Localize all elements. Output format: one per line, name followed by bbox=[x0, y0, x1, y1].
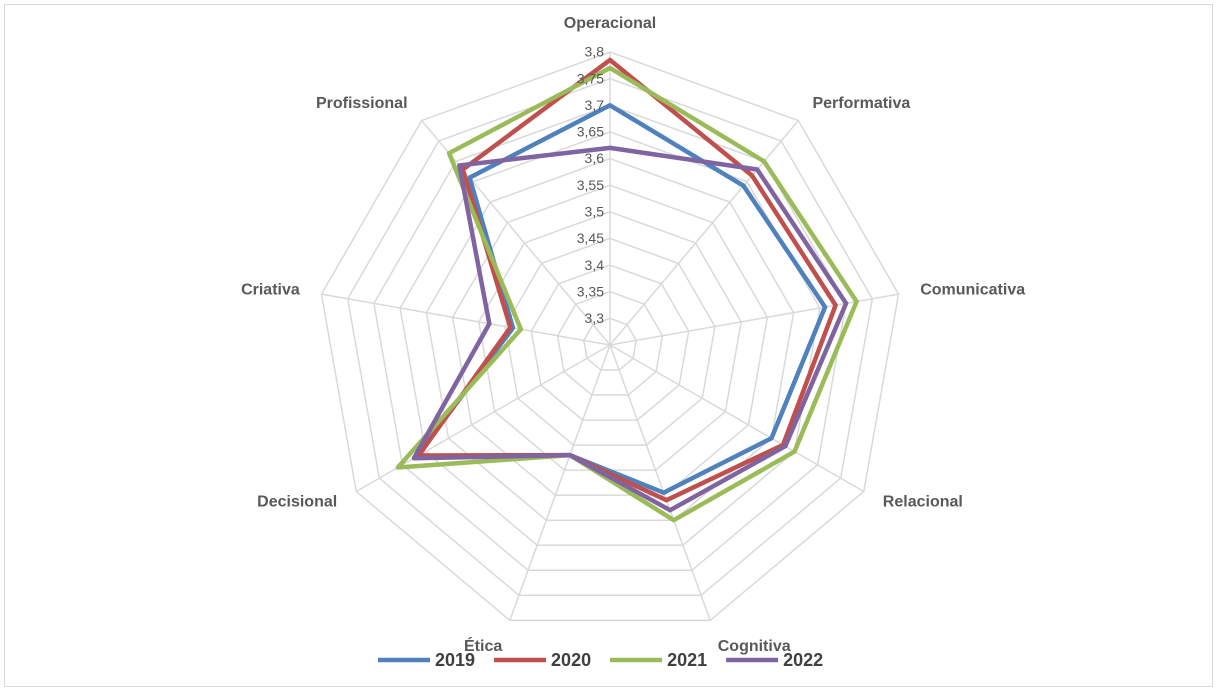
spoke bbox=[321, 293, 611, 346]
category-label: Cognitiva bbox=[718, 638, 791, 655]
spoke bbox=[609, 344, 865, 493]
tick-label: 3,75 bbox=[577, 70, 604, 86]
tick-label: 3,6 bbox=[585, 150, 605, 166]
tick-label: 3,8 bbox=[585, 44, 605, 60]
category-label: Profissional bbox=[316, 95, 408, 112]
category-label: Performativa bbox=[812, 95, 910, 112]
tick-label: 3,3 bbox=[585, 310, 605, 326]
spoke bbox=[509, 344, 611, 621]
legend-label: 2019 bbox=[435, 650, 475, 670]
series-line bbox=[411, 145, 849, 513]
legend-label: 2021 bbox=[667, 650, 707, 670]
category-label: Comunicativa bbox=[920, 282, 1025, 299]
grid-ring bbox=[556, 290, 664, 396]
grid-ring bbox=[504, 237, 716, 446]
grid-ring bbox=[425, 157, 795, 521]
grid-ring bbox=[530, 264, 690, 421]
grid-ring bbox=[346, 77, 874, 597]
tick-label: 3,65 bbox=[577, 124, 604, 140]
category-label: Criativa bbox=[241, 282, 300, 299]
category-label: Decisional bbox=[257, 494, 337, 511]
category-label: Relacional bbox=[883, 494, 963, 511]
tick-label: 3,7 bbox=[585, 97, 605, 113]
category-label: Ética bbox=[464, 636, 502, 655]
legend-label: 2022 bbox=[783, 650, 823, 670]
spoke bbox=[609, 120, 799, 346]
tick-label: 3,45 bbox=[577, 230, 604, 246]
grid-ring bbox=[320, 51, 900, 622]
category-label: Operacional bbox=[564, 15, 656, 32]
grid-ring bbox=[582, 317, 638, 371]
spoke bbox=[609, 293, 899, 346]
tick-label: 3,4 bbox=[585, 257, 605, 273]
legend-label: 2020 bbox=[551, 650, 591, 670]
grid-ring bbox=[373, 104, 847, 572]
tick-label: 3,5 bbox=[585, 204, 605, 220]
tick-label: 3,35 bbox=[577, 283, 604, 299]
series-line bbox=[395, 65, 859, 523]
tick-label: 3,55 bbox=[577, 177, 604, 193]
spoke bbox=[609, 344, 711, 621]
